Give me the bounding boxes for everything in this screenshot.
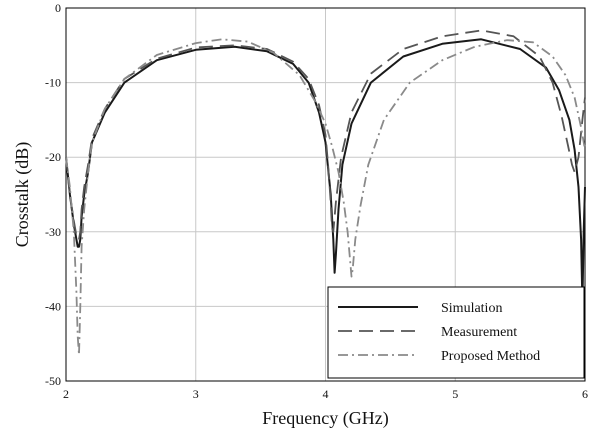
legend-label-proposed-method: Proposed Method	[441, 349, 540, 364]
legend-label-simulation: Simulation	[441, 301, 502, 316]
axis-ticks: 2 3 4 5 6 0 -10 -20 -30 -40 -50	[45, 1, 588, 401]
y-tick-label: -20	[45, 150, 61, 164]
series-line-measurement	[65, 29, 586, 241]
legend: Simulation Measurement Proposed Method	[327, 286, 585, 379]
x-axis-label: Frequency (GHz)	[262, 408, 388, 429]
x-tick-label: 6	[582, 387, 588, 401]
x-tick-label: 3	[193, 387, 199, 401]
y-tick-label: -30	[45, 225, 61, 239]
legend-label-measurement: Measurement	[441, 325, 517, 340]
legend-box	[327, 286, 585, 379]
x-tick-label: 4	[323, 387, 329, 401]
y-tick-label: -40	[45, 299, 61, 313]
x-tick-label: 2	[63, 387, 69, 401]
y-tick-label: -50	[45, 374, 61, 388]
series-lines	[65, 29, 586, 356]
x-tick-label: 5	[452, 387, 458, 401]
grid	[66, 8, 585, 381]
y-tick-label: 0	[55, 1, 61, 15]
y-tick-label: -10	[45, 76, 61, 90]
y-axis-label: Crosstalk (dB)	[12, 142, 33, 248]
series-line-proposed-method	[65, 38, 586, 356]
